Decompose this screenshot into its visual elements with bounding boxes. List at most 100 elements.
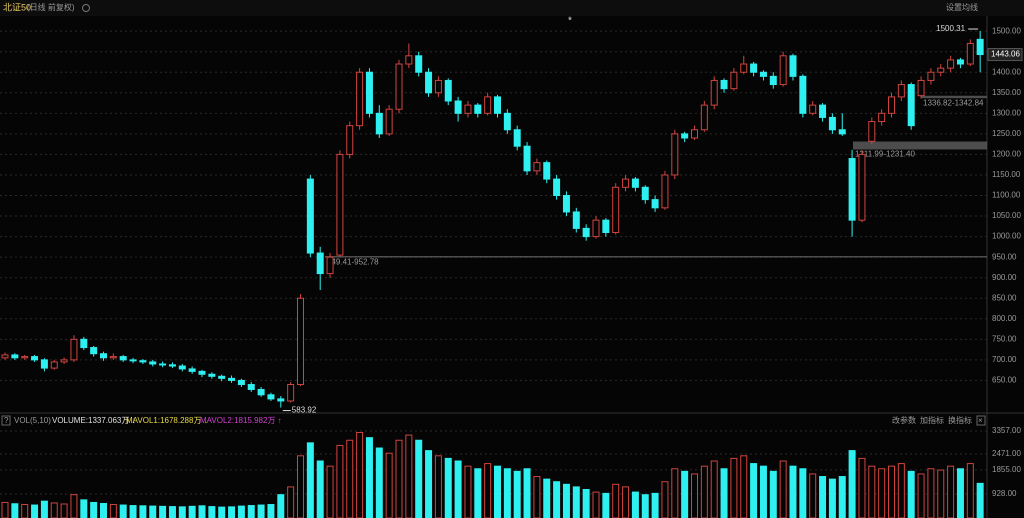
volume-bar (740, 455, 748, 518)
candle-body (956, 59, 964, 65)
volume-bar (927, 468, 935, 518)
volume-bar (178, 506, 186, 518)
y-tick-label: 1500.00 (992, 26, 1021, 35)
volume-bar (237, 505, 245, 518)
candle-body (336, 153, 344, 256)
candle-body (809, 104, 817, 114)
volume-bar (316, 460, 324, 518)
volume-bar (631, 491, 639, 518)
volume-bar (365, 437, 373, 518)
candle-body (671, 133, 679, 176)
candle-body (710, 79, 718, 106)
volume-bar (168, 506, 176, 518)
candle-body (543, 162, 551, 180)
volume-bar (474, 468, 482, 518)
candle-body (937, 67, 945, 73)
candle-body (198, 370, 206, 375)
volume-bar (799, 468, 807, 518)
volume-bar (109, 504, 117, 518)
y-tick-label: 3357.00 (992, 426, 1021, 435)
y-tick-label: 800.00 (992, 314, 1017, 323)
volume-bar (681, 470, 689, 518)
y-tick-label: 1250.00 (992, 129, 1021, 138)
candle-body (503, 112, 511, 131)
volume-bar (966, 463, 974, 518)
candle-body (257, 388, 265, 396)
candle-body (966, 42, 974, 65)
volume-bar (671, 468, 679, 518)
candle-body (661, 174, 669, 209)
y-tick-label: 1050.00 (992, 211, 1021, 220)
volume-bar (464, 465, 472, 518)
candle-body (799, 75, 807, 114)
candle-body (267, 394, 275, 400)
candle-body (523, 145, 531, 172)
volume-bar (100, 502, 107, 518)
volume-bar (1, 501, 9, 518)
volume-bar (582, 488, 590, 518)
volume-bar (454, 460, 462, 518)
volume-bar (267, 504, 275, 518)
candle-body (907, 84, 915, 127)
candle-body (109, 356, 117, 359)
volume-value: VOLUME:1337.063万 ↓ (52, 416, 136, 425)
volume-bar (60, 503, 68, 518)
candle-body (592, 219, 600, 238)
candle-body (100, 353, 107, 359)
candle-body (247, 384, 255, 390)
candle-body (306, 178, 314, 254)
volume-bar (907, 470, 915, 518)
candle-body (385, 108, 393, 135)
candle-body (947, 59, 955, 69)
candle-body (681, 133, 689, 139)
volume-bar (159, 505, 167, 518)
candle-body (917, 79, 925, 97)
candle-body (454, 100, 462, 114)
volume-bar (602, 492, 610, 518)
candle-body (651, 199, 659, 209)
y-tick-label: 650.00 (992, 376, 1017, 385)
candle-body (533, 162, 541, 172)
volume-bar (484, 463, 492, 518)
button[interactable]: 改参数 (892, 415, 916, 425)
button[interactable]: 加指标 (920, 415, 944, 425)
volume-bar (208, 506, 216, 518)
help-icon[interactable] (1, 415, 11, 426)
candle-body (434, 79, 442, 94)
candle-body (858, 153, 866, 221)
candle-body (346, 125, 354, 155)
ma-menu[interactable]: 设置均线 (946, 2, 978, 12)
y-tick-label: 1000.00 (992, 232, 1021, 241)
candle-body (395, 63, 403, 110)
volume-bar (858, 457, 866, 518)
volume-bar (503, 468, 511, 518)
gap-band (853, 141, 987, 150)
candle-body (70, 338, 78, 361)
candle-body (740, 63, 748, 73)
volume-bar (779, 460, 787, 518)
candle-body (750, 63, 758, 73)
volume-bar (188, 505, 196, 518)
y-tick-label: 850.00 (992, 293, 1017, 302)
candle-body (838, 129, 846, 135)
candle-body (375, 112, 383, 135)
y-tick-label: 1350.00 (992, 88, 1021, 97)
button[interactable]: 换指标 (948, 415, 972, 425)
candle-body (572, 211, 580, 229)
candle-body (139, 360, 147, 363)
volume-bar (828, 478, 836, 518)
volume-bar (533, 476, 541, 518)
settings-icon[interactable] (82, 4, 90, 12)
volume-bar (11, 503, 19, 518)
y-tick-label: 950.00 (992, 252, 1017, 261)
marker: * (568, 16, 572, 27)
volume-bar (819, 476, 827, 518)
volume-bar (247, 505, 255, 518)
volume-title: VOL(5,10) (14, 416, 51, 425)
candle-body (365, 71, 373, 114)
gap-band (325, 256, 987, 258)
volume-bar (50, 502, 58, 518)
volume-bar (572, 486, 580, 518)
close-icon[interactable] (976, 415, 986, 426)
volume-bar (356, 431, 364, 518)
